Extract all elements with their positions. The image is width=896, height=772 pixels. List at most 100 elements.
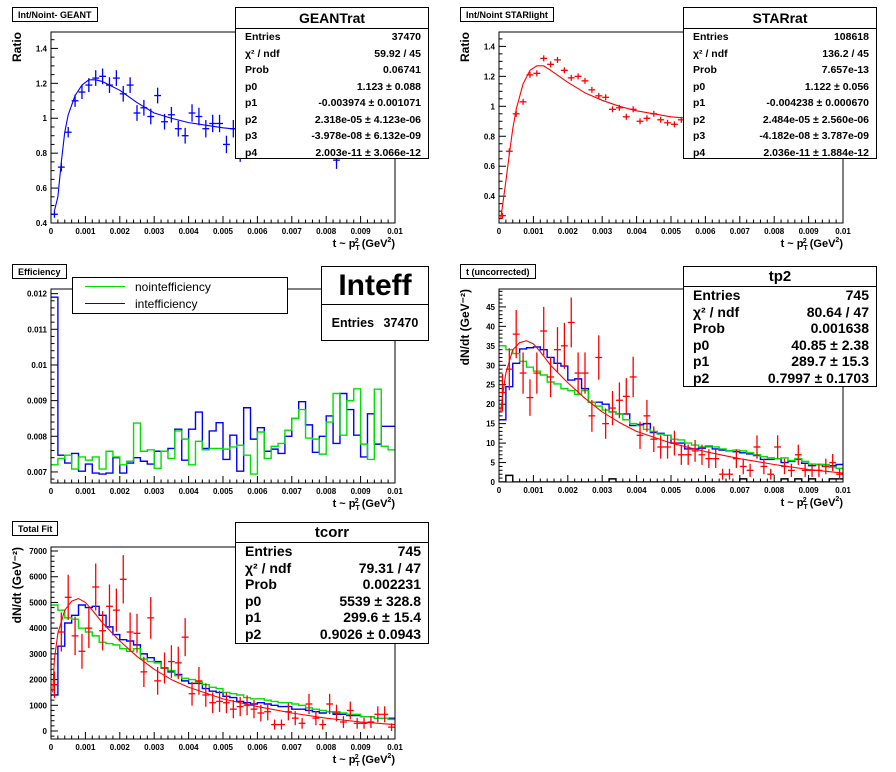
x-tick-label: 0.008 <box>764 227 785 236</box>
data-point <box>794 444 802 465</box>
stats-row: χ² / ndf 136.2 / 45 <box>684 46 876 63</box>
data-point <box>312 711 320 726</box>
y-tick-label: 1 <box>491 102 496 111</box>
data-point <box>106 584 113 629</box>
data-point <box>664 119 671 126</box>
stats-title: GEANTrat <box>236 8 428 29</box>
fit-curve <box>52 598 395 726</box>
x-tick-label: 0.009 <box>351 487 372 496</box>
data-point <box>236 696 244 717</box>
x-tick-label: 0.006 <box>247 743 268 752</box>
y-tick-label: 0 <box>43 727 48 736</box>
stats-value: 37470 <box>383 316 419 330</box>
data-point <box>574 73 582 80</box>
x-tick-label: 0.004 <box>179 487 200 496</box>
y-tick-label: 1.2 <box>36 79 48 88</box>
data-point <box>229 700 237 719</box>
stats-value: 108618 <box>833 31 869 43</box>
stats-label: p1 <box>693 353 710 370</box>
x-axis-label-part: 2 <box>835 496 839 503</box>
stats-label: Entries <box>245 31 281 43</box>
pad-title-starlight: Int/Noint STARlight <box>460 7 554 22</box>
y-tick-label: 25 <box>486 381 495 390</box>
stats-value: 0.06741 <box>383 64 421 76</box>
x-tick-label: 0.002 <box>110 487 131 496</box>
data-point <box>174 120 182 137</box>
data-point <box>691 439 699 462</box>
x-tick-label: 0.007 <box>730 486 751 495</box>
y-tick-label: 1.4 <box>36 44 48 53</box>
series-group <box>499 55 689 219</box>
data-point <box>540 306 548 356</box>
y-tick-label: 30 <box>486 361 495 370</box>
legend-swatch <box>85 286 125 287</box>
stats-box-starrat: STARrat Entries 108618 χ² / ndf 136.2 / 45 Pr… <box>683 7 877 159</box>
stats-row: Entries 745 <box>684 287 876 304</box>
stats-label: Prob <box>693 320 725 337</box>
stats-value: -4.182e-08 ± 3.787e-09 <box>759 130 869 142</box>
data-point <box>526 379 534 416</box>
data-point <box>774 435 782 459</box>
data-point <box>360 717 368 729</box>
y-tick-label: 0.6 <box>484 162 496 171</box>
data-point <box>753 435 761 459</box>
x-tick-label: 0.006 <box>247 487 268 496</box>
data-point <box>278 719 285 730</box>
data-point <box>499 373 506 412</box>
data-point <box>353 717 361 729</box>
x-tick-label: 0.007 <box>730 227 751 236</box>
series-group <box>51 296 395 475</box>
stats-row: Prob 0.06741 <box>236 62 428 79</box>
stats-row: χ² / ndf 79.31 / 47 <box>236 560 428 577</box>
data-point <box>64 574 72 620</box>
x-axis-label-part: 2 <box>835 237 839 244</box>
y-tick-label: 7000 <box>29 547 47 556</box>
x-axis-label-part: 2 <box>387 753 391 760</box>
x-axis-label-part: 2 <box>387 237 391 244</box>
x-tick-label: 0.01 <box>387 743 403 752</box>
fit-curve <box>500 340 843 474</box>
y-tick-label: 0.011 <box>27 325 47 334</box>
x-axis-label-part: t ~ p <box>781 497 804 509</box>
stats-label: Entries <box>693 287 741 303</box>
data-point <box>167 106 175 123</box>
x-tick-label: 0.001 <box>75 227 96 236</box>
data-point <box>595 92 603 99</box>
data-point <box>787 463 795 477</box>
data-point <box>636 118 644 125</box>
x-tick-label: 0.009 <box>351 743 372 752</box>
series-group <box>51 555 395 732</box>
data-point <box>126 77 134 93</box>
x-tick-label: 0.005 <box>213 743 234 752</box>
stats-value: 37470 <box>391 31 421 43</box>
y-tick-label: 4000 <box>29 624 47 633</box>
data-point <box>78 633 86 669</box>
data-point <box>99 611 107 651</box>
data-point <box>71 616 79 656</box>
stats-label: Entries <box>245 543 293 559</box>
data-point <box>547 61 555 68</box>
stats-row: p3 -3.978e-08 ± 6.132e-09 <box>236 128 428 145</box>
stats-row: Entries 745 <box>236 543 428 560</box>
data-point <box>305 693 313 715</box>
data-point <box>629 356 637 398</box>
y-tick-label: 1.4 <box>484 42 496 51</box>
stats-row: p1 -0.003974 ± 0.001071 <box>236 95 428 112</box>
stats-row: p4 2.003e-11 ± 3.066e-12 <box>236 145 428 162</box>
stats-value: 2.318e-05 ± 4.123e-06 <box>314 113 421 126</box>
x-axis-label-part: t ~ p <box>333 498 356 510</box>
x-axis-label-part: T <box>356 245 361 252</box>
data-point <box>181 618 189 657</box>
stats-value: -0.003974 ± 0.001071 <box>318 97 421 109</box>
data-point <box>499 212 506 219</box>
y-tick-label: 1 <box>43 114 48 123</box>
stats-label: χ² / ndf <box>245 559 292 576</box>
stats-label: p0 <box>245 80 258 93</box>
stats-label: p0 <box>693 336 710 353</box>
x-axis-label-part: 2 <box>355 498 359 505</box>
stats-label: Prob <box>245 576 277 593</box>
stats-label: χ² / ndf <box>693 303 740 320</box>
data-point <box>188 104 196 122</box>
data-point <box>333 704 340 722</box>
stats-label: p0 <box>693 80 706 93</box>
